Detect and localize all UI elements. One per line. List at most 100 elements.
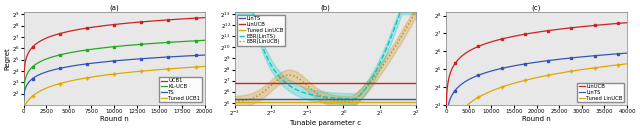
UCB1	[97, 25, 105, 27]
EBR(LinUCB)	[263, 88, 271, 90]
TS	[197, 54, 205, 56]
EBR(LinUCB)	[367, 80, 375, 82]
EBR(LinTS)	[367, 79, 375, 80]
KL-UCB	[97, 47, 105, 49]
LinTS	[573, 57, 581, 58]
LinUCB	[573, 26, 581, 28]
Title: (a): (a)	[109, 4, 119, 11]
LinUCB	[263, 82, 271, 84]
EBR(LinTS)	[263, 56, 271, 58]
LinUCB	[623, 22, 631, 23]
EBR(LinUCB)	[352, 97, 360, 99]
TS	[20, 101, 28, 103]
Tuned UCB1	[197, 66, 205, 67]
Tuned LinUCB	[352, 101, 360, 102]
Tuned LinUCB	[278, 101, 285, 102]
LinTS	[313, 99, 321, 100]
EBR(LinTS)	[338, 98, 346, 99]
Tuned UCB1	[89, 76, 97, 78]
LinTS	[352, 99, 360, 100]
LinTS	[231, 99, 239, 100]
Tuned LinUCB	[367, 101, 375, 102]
LinUCB	[352, 82, 360, 84]
LinUCB	[338, 82, 346, 84]
LinTS	[338, 99, 346, 100]
LinUCB	[609, 23, 616, 25]
UCB1	[197, 17, 205, 19]
Line: TS: TS	[24, 55, 205, 102]
Y-axis label: Regret: Regret	[4, 47, 10, 70]
KL-UCB	[40, 59, 48, 61]
Line: UCB1: UCB1	[24, 18, 205, 95]
Line: LinUCB: LinUCB	[446, 23, 627, 130]
TS	[40, 72, 48, 73]
TS	[97, 61, 105, 63]
Title: (b): (b)	[321, 4, 330, 11]
LinUCB	[618, 22, 625, 24]
EBR(LinUCB)	[278, 77, 285, 78]
LinUCB	[528, 32, 536, 34]
EBR(LinTS)	[313, 95, 321, 97]
TS	[51, 69, 59, 70]
Tuned LinUCB	[528, 78, 536, 79]
Legend: LinTS, LinUCB, Tuned LinUCB, EBR(LinTS), EBR(LinUCB): LinTS, LinUCB, Tuned LinUCB, EBR(LinTS),…	[237, 15, 285, 46]
LinTS	[278, 99, 285, 100]
LinTS	[518, 64, 526, 65]
LinUCB	[231, 82, 239, 84]
LinUCB	[367, 82, 375, 84]
EBR(LinUCB)	[313, 93, 321, 94]
X-axis label: Round n: Round n	[100, 116, 129, 122]
KL-UCB	[178, 41, 186, 42]
EBR(LinUCB)	[347, 101, 355, 102]
Tuned LinUCB	[573, 69, 581, 71]
LinUCB	[412, 82, 420, 84]
Tuned LinUCB	[623, 63, 631, 65]
EBR(LinTS)	[278, 78, 285, 79]
UCB1	[51, 34, 59, 36]
Line: Tuned LinUCB: Tuned LinUCB	[446, 64, 627, 130]
Tuned LinUCB	[313, 101, 321, 102]
KL-UCB	[20, 99, 28, 101]
EBR(LinUCB)	[410, 13, 418, 15]
LinUCB	[313, 82, 321, 84]
Title: (c): (c)	[532, 4, 541, 11]
Tuned UCB1	[201, 66, 209, 67]
LinTS	[623, 52, 631, 54]
KL-UCB	[197, 40, 205, 41]
LinTS	[618, 53, 625, 54]
Tuned LinUCB	[231, 101, 239, 102]
Tuned LinUCB	[520, 80, 527, 82]
UCB1	[40, 38, 48, 40]
Tuned LinUCB	[338, 101, 346, 102]
Tuned LinUCB	[263, 101, 271, 102]
X-axis label: Tunable parameter c: Tunable parameter c	[289, 120, 362, 126]
LinTS	[412, 99, 420, 100]
KL-UCB	[201, 40, 209, 41]
Line: Tuned UCB1: Tuned UCB1	[24, 66, 205, 108]
Tuned UCB1	[97, 75, 105, 76]
Tuned UCB1	[20, 108, 28, 109]
Line: KL-UCB: KL-UCB	[24, 40, 205, 100]
EBR(LinUCB)	[338, 100, 346, 102]
LinUCB	[520, 34, 527, 35]
Tuned LinUCB	[518, 80, 526, 82]
UCB1	[20, 94, 28, 96]
Line: EBR(LinTS): EBR(LinTS)	[235, 9, 416, 99]
Tuned LinUCB	[609, 65, 616, 66]
TS	[178, 55, 186, 57]
Legend: UCB1, KL-UCB, TS, Tuned UCB1: UCB1, KL-UCB, TS, Tuned UCB1	[159, 77, 202, 102]
LinTS	[528, 62, 536, 64]
LinTS	[263, 99, 271, 100]
KL-UCB	[89, 48, 97, 50]
UCB1	[178, 18, 186, 20]
LinUCB	[518, 34, 526, 35]
LinUCB	[278, 82, 285, 84]
Tuned UCB1	[51, 84, 59, 86]
UCB1	[201, 17, 209, 18]
TS	[201, 54, 209, 56]
Tuned UCB1	[40, 88, 48, 90]
LinTS	[609, 53, 616, 55]
EBR(LinTS)	[412, 8, 420, 9]
KL-UCB	[51, 55, 59, 57]
EBR(LinTS)	[231, 8, 239, 9]
